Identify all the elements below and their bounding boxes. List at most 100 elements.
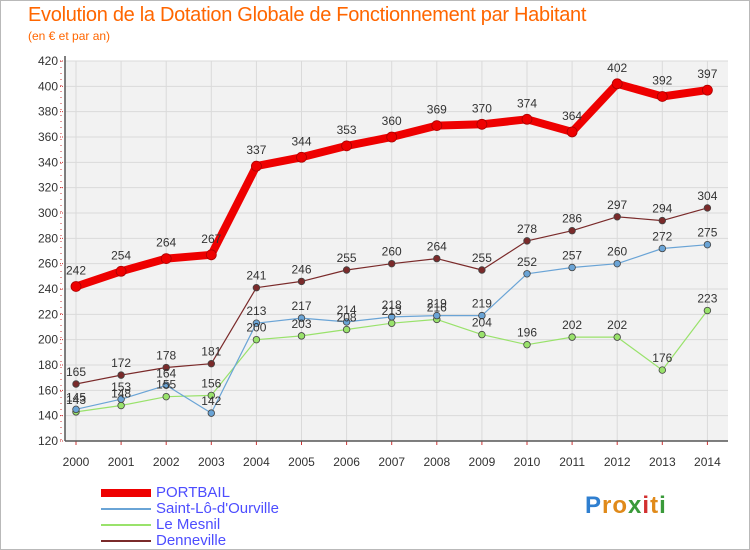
data-point-le-mesnil (613, 333, 621, 341)
data-label-saint-lo-d-ourville: 275 (697, 226, 717, 240)
data-label-portbail: 254 (111, 248, 131, 262)
data-point-saint-lo-d-ourville (252, 319, 261, 327)
y-tick-label: 140 (38, 409, 58, 423)
data-point-le-mesnil (342, 325, 351, 334)
data-label-denneville: 294 (652, 202, 672, 216)
data-label-le-mesnil: 213 (382, 304, 402, 318)
data-label-portbail: 344 (291, 134, 311, 148)
data-point-saint-lo-d-ourville (207, 409, 215, 417)
data-label-le-mesnil: 200 (246, 321, 266, 335)
data-label-portbail: 374 (517, 96, 537, 110)
data-point-saint-lo-d-ourville (388, 313, 396, 321)
y-tick-label: 360 (38, 130, 58, 144)
data-point-saint-lo-d-ourville (72, 405, 80, 414)
x-tick-label: 2003 (198, 455, 225, 469)
logo-letter: o (612, 492, 629, 519)
data-point-saint-lo-d-ourville (478, 311, 486, 320)
data-label-saint-lo-d-ourville: 218 (382, 298, 402, 312)
data-label-saint-lo-d-ourville: 214 (337, 303, 357, 317)
data-point-portbail (611, 78, 623, 90)
data-label-portbail: 392 (652, 73, 672, 87)
logo-letter: x (628, 492, 643, 519)
data-label-le-mesnil: 202 (562, 318, 582, 332)
data-label-saint-lo-d-ourville: 217 (291, 299, 311, 313)
data-label-le-mesnil: 176 (652, 351, 672, 365)
data-label-saint-lo-d-ourville: 252 (517, 255, 537, 269)
data-point-saint-lo-d-ourville (297, 314, 306, 322)
data-label-denneville: 255 (337, 251, 357, 265)
data-point-portbail (296, 151, 307, 163)
data-point-denneville (207, 360, 215, 368)
data-point-denneville (703, 204, 712, 212)
proxiti-logo: Proxiti (585, 492, 667, 520)
data-point-portbail (205, 249, 217, 261)
legend-label-le-mesnil: Le Mesnil (156, 516, 221, 533)
data-label-denneville: 246 (291, 262, 311, 276)
data-label-saint-lo-d-ourville: 142 (201, 394, 221, 408)
y-tick-label: 420 (38, 54, 58, 68)
data-label-saint-lo-d-ourville: 213 (246, 304, 266, 318)
data-point-saint-lo-d-ourville (162, 381, 170, 389)
data-point-denneville (433, 254, 441, 263)
data-label-saint-lo-d-ourville: 145 (66, 390, 86, 404)
data-label-denneville: 181 (201, 345, 221, 359)
data-point-saint-lo-d-ourville (117, 395, 125, 403)
data-point-le-mesnil (523, 341, 531, 349)
y-tick-label: 160 (38, 383, 58, 397)
data-label-denneville: 165 (66, 365, 86, 379)
data-point-saint-lo-d-ourville (433, 311, 441, 320)
data-point-le-mesnil (162, 392, 170, 401)
data-point-denneville (388, 259, 396, 268)
data-label-denneville: 260 (382, 245, 402, 259)
legend-swatch-le-mesnil (101, 524, 151, 526)
data-label-saint-lo-d-ourville: 272 (652, 229, 672, 243)
x-tick-label: 2000 (63, 455, 90, 469)
x-tick-label: 2005 (288, 455, 315, 469)
data-point-portbail (386, 131, 398, 143)
data-label-le-mesnil: 223 (697, 292, 717, 306)
data-label-saint-lo-d-ourville: 164 (156, 366, 176, 380)
data-point-portbail (476, 118, 488, 130)
data-label-denneville: 286 (562, 212, 582, 226)
data-label-saint-lo-d-ourville: 260 (607, 245, 627, 259)
data-label-saint-lo-d-ourville: 257 (562, 248, 582, 262)
data-label-denneville: 297 (607, 198, 627, 212)
data-point-portbail (70, 281, 82, 292)
data-label-le-mesnil: 216 (427, 300, 447, 314)
data-label-denneville: 264 (427, 240, 447, 254)
y-tick-label: 280 (38, 231, 58, 245)
data-label-denneville: 241 (246, 269, 266, 283)
data-point-saint-lo-d-ourville (568, 263, 576, 272)
data-point-saint-lo-d-ourville (613, 259, 621, 268)
data-label-le-mesnil: 143 (66, 393, 86, 407)
data-label-portbail: 397 (697, 67, 717, 81)
y-tick-label: 220 (38, 307, 58, 321)
x-tick-label: 2010 (514, 455, 541, 469)
y-tick-label: 300 (38, 206, 58, 220)
data-label-le-mesnil: 148 (111, 387, 131, 401)
y-tick-label: 240 (38, 282, 58, 296)
data-point-le-mesnil (478, 330, 486, 339)
logo-letter: r (602, 492, 613, 519)
y-tick-label: 380 (38, 105, 58, 119)
data-point-le-mesnil (207, 391, 215, 400)
x-tick-label: 2001 (108, 455, 135, 469)
y-tick-label: 400 (38, 79, 58, 93)
data-point-portbail (250, 160, 262, 172)
x-tick-label: 2011 (559, 455, 585, 469)
data-point-denneville (252, 284, 261, 292)
data-point-denneville (162, 363, 170, 372)
data-label-portbail: 264 (156, 236, 176, 250)
data-label-portbail: 267 (201, 232, 221, 246)
data-point-denneville (613, 213, 621, 221)
data-label-le-mesnil: 208 (337, 311, 357, 325)
legend-label-portbail: PORTBAIL (156, 484, 230, 501)
y-tick-label: 200 (38, 333, 58, 347)
data-label-portbail: 360 (382, 114, 402, 128)
data-label-portbail: 337 (246, 143, 266, 157)
data-label-portbail: 369 (427, 103, 447, 117)
data-point-portbail (702, 84, 713, 96)
data-point-portbail (566, 126, 578, 138)
legend-swatch-denneville (101, 540, 151, 542)
